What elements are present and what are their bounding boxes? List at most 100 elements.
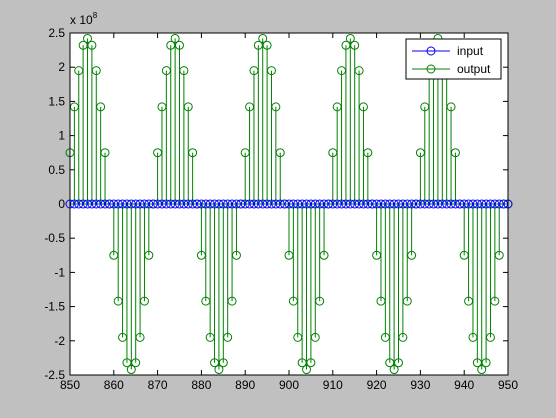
- input-point: [183, 199, 193, 209]
- input-point: [214, 199, 224, 209]
- y-tick-label: 1: [58, 129, 65, 143]
- input-point: [139, 199, 149, 209]
- y-tick-label: -1.5: [44, 300, 65, 314]
- x-tick-label: 900: [279, 378, 299, 392]
- input-point: [245, 199, 255, 209]
- output-point: [394, 358, 403, 368]
- input-point: [424, 199, 434, 209]
- x-tick-label: 950: [498, 378, 518, 392]
- output-point: [485, 332, 495, 342]
- output-point: [175, 40, 184, 50]
- input-point: [450, 199, 460, 209]
- input-point: [166, 199, 176, 209]
- output-point: [183, 102, 193, 112]
- input-point: [231, 199, 241, 209]
- input-point: [175, 199, 184, 209]
- x-tick-label: 870: [148, 378, 168, 392]
- output-point: [271, 102, 281, 112]
- input-point: [288, 199, 298, 209]
- x-tick-label: 920: [367, 378, 387, 392]
- input-point: [302, 199, 312, 209]
- y-tick-label: -2.5: [44, 368, 65, 382]
- input-point: [477, 199, 487, 209]
- y-tick-label: 1.5: [48, 94, 65, 108]
- input-point: [297, 199, 307, 209]
- x-tick-label: 940: [454, 378, 474, 392]
- output-point: [358, 102, 368, 112]
- input-point: [323, 199, 333, 209]
- input-point: [437, 199, 447, 209]
- input-point: [332, 199, 342, 209]
- input-point: [170, 199, 180, 209]
- input-point: [455, 199, 465, 209]
- input-point: [385, 199, 395, 209]
- output-point: [275, 148, 285, 158]
- legend-box: [405, 38, 502, 80]
- output-point: [96, 102, 106, 112]
- output-point: [407, 250, 417, 260]
- input-point: [363, 199, 373, 209]
- output-point: [218, 358, 228, 368]
- input-point: [315, 199, 325, 209]
- legend-output-marker: [426, 64, 436, 74]
- legend-input-label: input: [457, 44, 484, 58]
- output-point: [223, 332, 233, 342]
- input-point: [223, 199, 233, 209]
- input-point: [266, 199, 276, 209]
- input-point: [464, 199, 474, 209]
- y-tick-label: 2: [58, 60, 65, 74]
- input-point: [253, 199, 263, 209]
- output-point: [477, 365, 487, 375]
- output-point: [262, 40, 272, 50]
- input-point: [201, 199, 211, 209]
- input-point: [144, 199, 154, 209]
- x-tick-label: 860: [104, 378, 124, 392]
- input-point: [96, 199, 106, 209]
- input-point: [345, 199, 355, 209]
- input-point: [389, 199, 399, 209]
- input-point: [91, 199, 101, 209]
- input-point: [310, 199, 320, 209]
- input-point: [275, 199, 285, 209]
- input-point: [205, 199, 215, 209]
- input-point: [376, 199, 386, 209]
- output-point: [354, 66, 364, 76]
- output-point: [126, 365, 136, 375]
- x-tick-label: 910: [323, 378, 343, 392]
- output-point: [258, 33, 268, 43]
- input-point: [284, 199, 294, 209]
- input-point: [319, 199, 329, 209]
- x-tick-label: 930: [410, 378, 430, 392]
- y-tick-label: 0.5: [48, 163, 65, 177]
- legend-output-label: output: [457, 62, 491, 76]
- y-tick-label: 2.5: [48, 26, 65, 40]
- output-point: [363, 148, 373, 158]
- output-point: [227, 296, 237, 306]
- y-tick-label: -2: [54, 334, 65, 348]
- output-point: [170, 33, 180, 43]
- x-axis: 850 860 870 880 890 900 910 920 930 940 950: [60, 33, 518, 392]
- input-point: [87, 199, 97, 209]
- input-point: [415, 199, 425, 209]
- output-point: [389, 365, 399, 375]
- input-point: [210, 199, 220, 209]
- input-point: [402, 199, 412, 209]
- input-point: [280, 199, 290, 209]
- input-point: [367, 199, 377, 209]
- input-point: [459, 199, 469, 209]
- x-tick-label: 850: [60, 378, 80, 392]
- output-point: [214, 365, 224, 375]
- input-point: [161, 199, 171, 209]
- output-point: [188, 148, 198, 158]
- output-point: [91, 66, 101, 76]
- input-point: [104, 199, 114, 209]
- input-point: [196, 199, 206, 209]
- output-point: [350, 40, 360, 50]
- input-point: [118, 199, 128, 209]
- input-point: [227, 199, 237, 209]
- output-point: [345, 33, 355, 43]
- input-point: [113, 199, 123, 209]
- output-point: [179, 66, 189, 76]
- y-tick-label: -0.5: [44, 231, 65, 245]
